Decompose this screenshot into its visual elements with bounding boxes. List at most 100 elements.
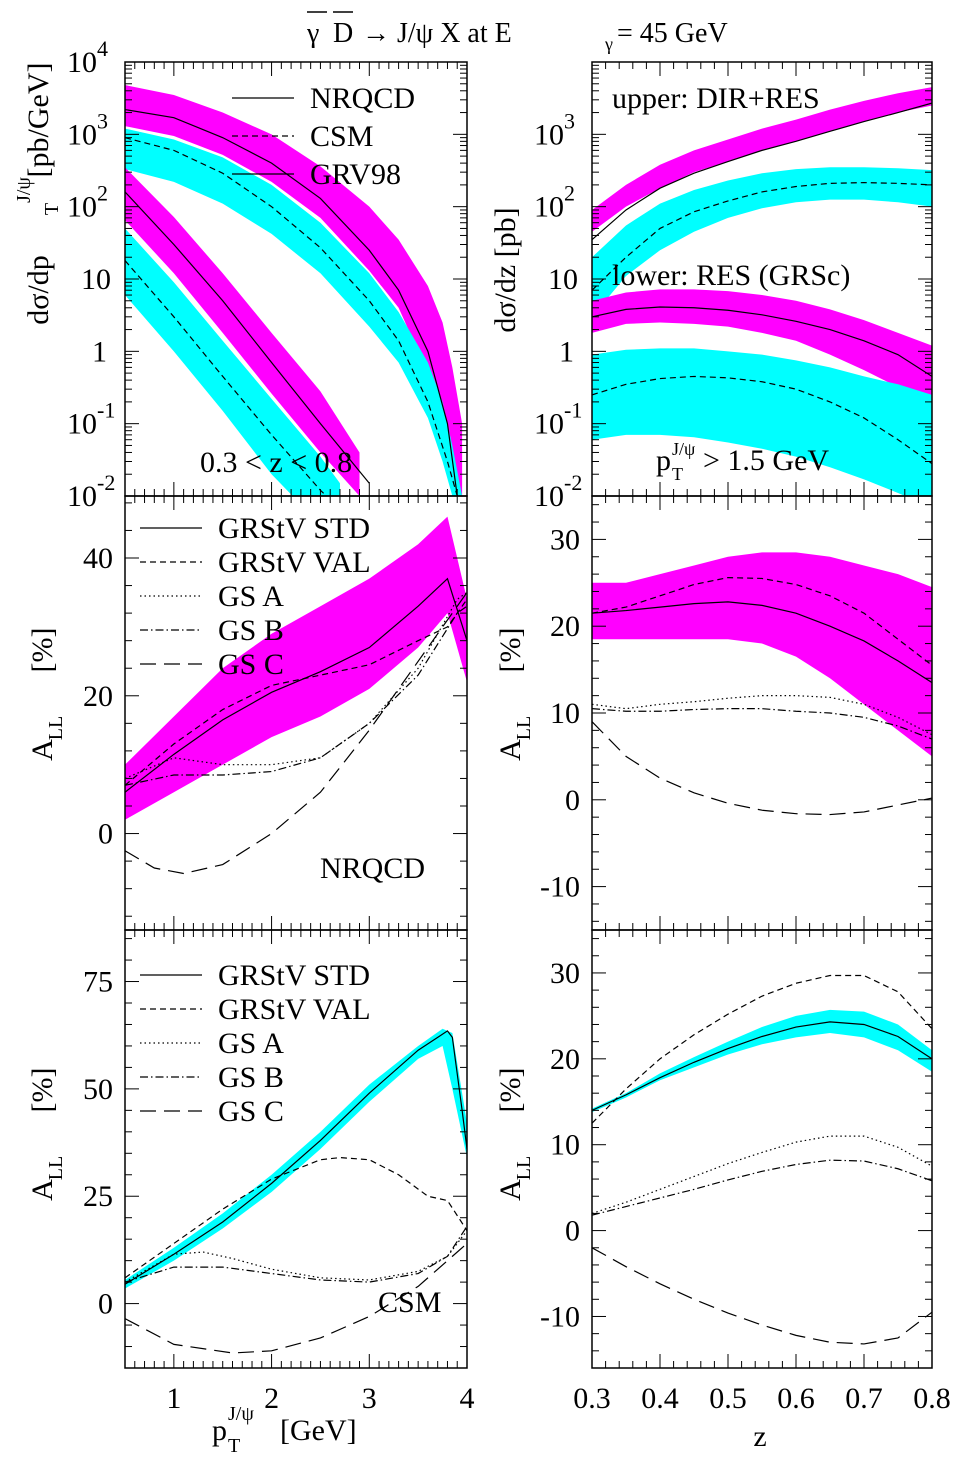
annotation-csm: CSM [378, 1286, 441, 1319]
y-tick-label: 25 [83, 1180, 113, 1213]
panel-all-csm-z: -10 0 10 20 30 0.3 0.4 0.5 0.6 0.7 0.8 [540, 929, 951, 1415]
series-line-longdash [592, 721, 932, 816]
y-tick-label: 10 [534, 480, 564, 513]
x-tick-label: 0.4 [641, 1382, 679, 1415]
series-line-dashed [592, 576, 932, 666]
legend-label: GRStV VAL [218, 546, 371, 579]
x-tick-label: 4 [460, 1382, 475, 1415]
plot-area [592, 552, 932, 816]
y-tick-label: 40 [83, 542, 113, 575]
uncertainty-band-magenta [592, 87, 932, 232]
series-line-solid [125, 191, 370, 484]
y-tick-label: 30 [550, 957, 580, 990]
plot-area [592, 974, 932, 1345]
y-tick-label-exponent: 3 [564, 108, 575, 133]
series-line-longdash [125, 592, 467, 875]
plot-frame [591, 929, 933, 1369]
xlabel-pt: p [212, 1414, 227, 1447]
y-tick-label-exponent: 2 [97, 181, 108, 206]
ylabel-xsec-pt-unit: [pb/GeV] [22, 63, 55, 178]
annotation-pt-cut-sup: J/ψ [672, 439, 696, 459]
ylabel-all-sub: LL [513, 1156, 535, 1180]
x-tick-label: 0.8 [913, 1382, 951, 1415]
annotation-nrqcd: NRQCD [320, 852, 425, 885]
legend-label: GS B [218, 1061, 284, 1094]
legend-label: GS C [218, 1095, 284, 1128]
series-line-dashed [592, 974, 932, 1124]
ylabel-all-sub: LL [513, 716, 535, 740]
annotation-pt-cut-sub: T [672, 464, 683, 484]
series-line-dashdot [592, 708, 932, 740]
ylabel-all: A [494, 1179, 527, 1201]
panel-all-nrqcd-z: -10 0 10 20 30 [540, 495, 933, 931]
series-line-dashed [125, 260, 328, 496]
ylabel-all: A [26, 739, 59, 761]
y-tick-label: 10 [67, 408, 97, 441]
series-line-solid [592, 306, 932, 377]
uncertainty-band-magenta [125, 516, 467, 820]
y-tick-label: 10 [67, 46, 97, 79]
series-line-solid [592, 1021, 932, 1111]
xlabel-z: z [753, 1420, 766, 1453]
y-tick-label: 1 [92, 335, 107, 368]
plot-area [125, 516, 467, 875]
y-tick-label-exponent: -1 [97, 398, 115, 423]
ylabel-xsec-pt: dσ/dp [22, 255, 55, 325]
legend-label: GS C [218, 648, 284, 681]
series-line-dashdot [125, 1225, 467, 1283]
ylabel-xsec-z: dσ/dz [pb] [489, 207, 522, 332]
panel-all-csm-pt: 0 25 50 75 1 2 3 4 [83, 929, 475, 1415]
series-line-dashdot [125, 605, 467, 786]
series-line-solid [125, 577, 467, 793]
ylabel-xsec-pt-sub: T [41, 203, 63, 215]
series-line-dashed [125, 598, 467, 786]
ylabel-all-unit: [%] [494, 628, 527, 673]
y-tick-label: 10 [548, 263, 578, 296]
y-tick-label: 0 [98, 818, 113, 851]
series-line-dashed [125, 137, 458, 496]
uncertainty-band-magenta [125, 167, 360, 496]
y-tick-label: 0 [565, 1215, 580, 1248]
y-tick-label: 20 [550, 610, 580, 643]
y-tick-label: 10 [67, 480, 97, 513]
y-tick-label: 0 [565, 784, 580, 817]
uncertainty-band-cyan [125, 228, 340, 496]
y-tick-label: -10 [540, 871, 580, 904]
plot-frame [124, 929, 468, 1369]
y-tick-label-exponent: 4 [97, 36, 108, 61]
series-line-dashed [125, 1156, 467, 1279]
annotation-pt-cut: p [656, 444, 671, 477]
uncertainty-band-cyan [125, 1028, 467, 1289]
xlabel-pt-unit: [GeV] [280, 1414, 357, 1447]
y-tick-label: 0 [98, 1288, 113, 1321]
series-line-longdash [592, 1247, 932, 1345]
uncertainty-band-cyan [125, 128, 463, 496]
y-tick-label: 10 [81, 263, 111, 296]
title-gamma: γ [306, 18, 319, 49]
y-tick-label: 10 [534, 118, 564, 151]
series-line-longdash [125, 1243, 467, 1354]
series-line-solid [125, 108, 458, 496]
plot-area [592, 87, 932, 496]
series-line-dotted [592, 1135, 932, 1214]
y-tick-label-exponent: -2 [564, 470, 582, 495]
legend-label: CSM [310, 120, 373, 153]
ylabel-all-unit: [%] [26, 1068, 59, 1113]
y-tick-label: 10 [550, 697, 580, 730]
x-tick-label: 2 [264, 1382, 279, 1415]
legend-label: GS A [218, 1027, 284, 1060]
y-tick-label-exponent: -1 [564, 398, 582, 423]
figure-title: γ D → J/ψ X at E γ = 45 GeV [306, 11, 728, 54]
uncertainty-band-cyan [592, 348, 932, 496]
series-line-solid [592, 102, 932, 241]
x-tick-label: 0.7 [845, 1382, 883, 1415]
y-tick-label: -10 [540, 1300, 580, 1333]
ylabel-all-unit: [%] [26, 628, 59, 673]
annotation-lower: lower: RES (GRSc) [612, 259, 850, 292]
y-tick-label: 50 [83, 1073, 113, 1106]
panel-all-nrqcd-pt: 0 20 40 [83, 495, 468, 931]
plot-area [125, 1028, 467, 1354]
y-tick-label: 10 [67, 118, 97, 151]
